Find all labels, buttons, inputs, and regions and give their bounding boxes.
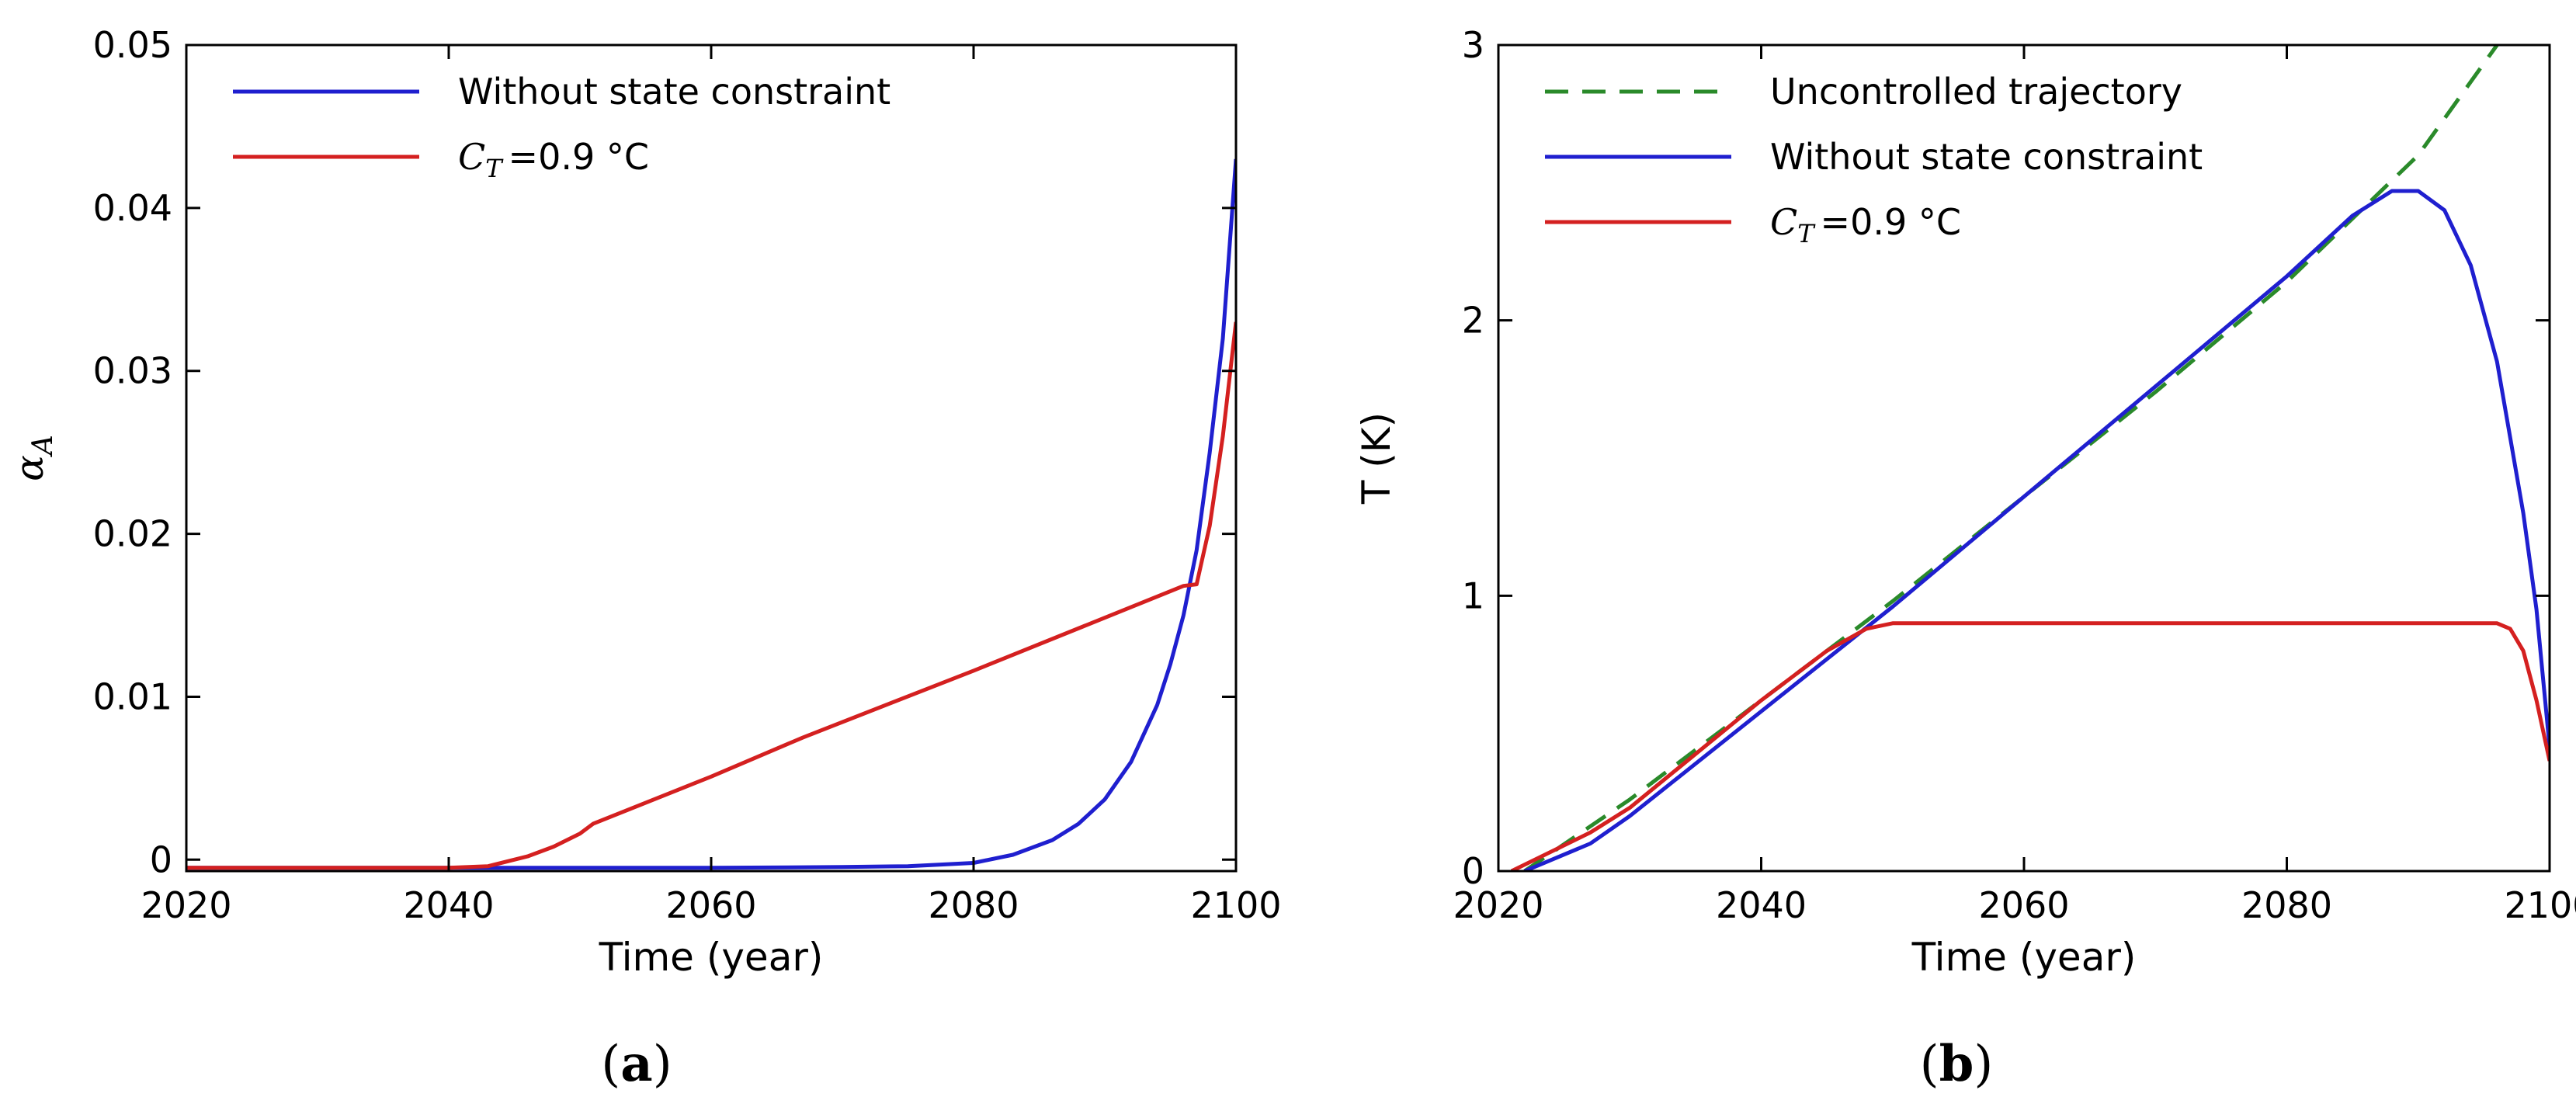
series-line-a-1: [186, 321, 1236, 870]
x-tick-label-a-4: 2100: [1190, 884, 1281, 926]
x-tick-label-b-3: 2080: [2241, 884, 2332, 926]
panel-a-chart: 2020 2040 2060 2080 2100 0 0.01 0.02 0.03 0.04 0.0…: [7, 24, 1282, 980]
y-tick-label-b-3: 3: [1462, 24, 1484, 66]
y-tick-label-b-1: 1: [1462, 575, 1484, 616]
x-tick-label-b-0: 2020: [1453, 884, 1543, 926]
x-axis-label-a: Time (year): [599, 935, 824, 980]
y-tick-label-b-2: 2: [1462, 300, 1484, 342]
x-tick-label-a-3: 2080: [928, 884, 1019, 926]
axes-frame-a: [185, 43, 1238, 873]
x-tick-label-b-4: 2100: [2504, 884, 2576, 926]
series-line-b-1: [1523, 189, 2550, 871]
x-tick-label-b-1: 2040: [1716, 884, 1807, 926]
x-tick-label-a-2: 2060: [665, 884, 756, 926]
y-tick-label-a-4: 0.04: [93, 187, 172, 229]
series-line-b-0: [1523, 45, 2499, 871]
y-tick-label-a-3: 0.03: [93, 350, 172, 392]
x-tick-label-a-0: 2020: [141, 884, 231, 926]
y-tick-label-b-0: 0: [1462, 850, 1484, 892]
y-tick-label-a-2: 0.02: [93, 513, 172, 555]
panel-b-chart: 2020 2040 2060 2080 2100 0 1 2 3 Time (year) T (K)…: [1354, 24, 2576, 980]
y-tick-label-a-0: 0: [150, 838, 172, 880]
x-tick-label-b-2: 2060: [1978, 884, 2069, 926]
panel-label-b: (b): [1920, 1035, 1994, 1093]
x-tick-label-a-1: 2040: [403, 884, 494, 926]
legend-label-a-1: CT =0.9 °C: [458, 136, 649, 183]
panel-label-a: (a): [601, 1035, 672, 1093]
x-axis-label-b: Time (year): [1911, 935, 2137, 980]
y-tick-label-a-1: 0.01: [93, 675, 172, 717]
legend-label-b-2: CT =0.9 °C: [1770, 201, 1961, 248]
y-axis-label-b: T (K): [1354, 412, 1399, 505]
y-tick-label-a-5: 0.05: [93, 24, 172, 66]
legend-label-a-0: Without state constraint: [458, 71, 890, 113]
series-line-b-2: [1510, 621, 2550, 871]
series-line-a-0: [186, 158, 1236, 870]
y-axis-label-a: αA: [7, 435, 59, 481]
legend-label-b-1: Without state constraint: [1770, 136, 2203, 178]
legend-label-b-0: Uncontrolled trajectory: [1770, 71, 2182, 113]
